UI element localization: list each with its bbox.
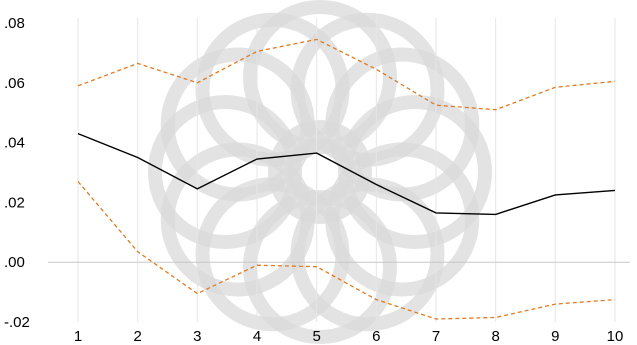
- y-tick-label: -.02: [4, 314, 30, 331]
- x-tick-label: 2: [133, 328, 141, 345]
- series-line-response: [77, 132, 616, 216]
- y-tick-label: .02: [4, 194, 25, 211]
- x-tick-label: 7: [432, 328, 440, 345]
- x-tick-label: 3: [193, 328, 201, 345]
- watermark-petal: [290, 12, 445, 167]
- y-tick-label: .04: [4, 135, 25, 152]
- y-tick-label: .00: [4, 254, 25, 271]
- x-tick-label: 4: [253, 328, 261, 345]
- series-line-upper-band: [77, 38, 616, 111]
- y-tick-label: .08: [4, 15, 25, 32]
- x-tick-label: 6: [372, 328, 380, 345]
- x-tick-label: 9: [551, 328, 559, 345]
- y-axis: -.02 .00 .02 .04 .06 .08: [4, 15, 30, 331]
- x-tick-label: 8: [491, 328, 499, 345]
- grid: [48, 18, 630, 322]
- watermark-petal: [325, 47, 480, 202]
- watermark-petal: [160, 47, 315, 202]
- x-tick-label: 1: [74, 328, 82, 345]
- x-tick-label: 10: [607, 328, 624, 345]
- series-line-lower-band: [77, 181, 616, 320]
- series-group: [77, 38, 616, 320]
- y-tick-label: .06: [4, 75, 25, 92]
- x-axis: 1 2 3 4 5 6 7 8 9 10: [74, 328, 624, 345]
- watermark-center: [268, 120, 372, 224]
- x-tick-label: 5: [312, 328, 320, 345]
- watermark-petal: [195, 177, 350, 332]
